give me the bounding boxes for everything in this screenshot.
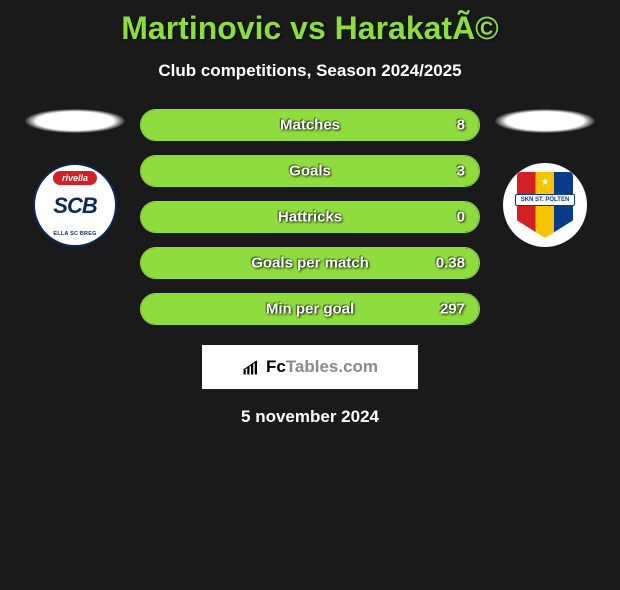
page-subtitle: Club competitions, Season 2024/2025 <box>0 61 620 81</box>
stat-label: Goals <box>289 163 331 180</box>
stat-bar: Goals03 <box>140 155 480 187</box>
shield-icon: ★ SKN ST. PÖLTEN <box>517 172 573 238</box>
page-title: Martinovic vs HarakatÃ© <box>0 10 620 47</box>
stat-bar: Matches08 <box>140 109 480 141</box>
player2-club-logo: ★ SKN ST. PÖLTEN <box>503 163 587 247</box>
player1-club-logo: rivella SCB ELLA SC BREG <box>33 163 117 247</box>
stat-label: Goals per match <box>251 255 369 272</box>
logo-sub: ELLA SC BREG <box>35 231 115 237</box>
stat-value-player2: 8 <box>457 117 465 134</box>
stat-bar: Hattricks00 <box>140 201 480 233</box>
stat-value-player2: 3 <box>457 163 465 180</box>
player1-spotlight <box>25 109 125 133</box>
stat-value-player2: 0 <box>457 209 465 226</box>
stat-label: Matches <box>280 117 340 134</box>
comparison-area: rivella SCB ELLA SC BREG Matches08Goals0… <box>0 109 620 325</box>
logo-main: SCB <box>35 193 115 219</box>
stat-bar: Min per goal0297 <box>140 293 480 325</box>
player2-spotlight <box>495 109 595 133</box>
signal-bars-icon <box>242 358 260 376</box>
stats-column: Matches08Goals03Hattricks00Goals per mat… <box>140 109 480 325</box>
stat-value-player2: 297 <box>440 301 465 318</box>
stat-bar: Goals per match00.38 <box>140 247 480 279</box>
brand-box[interactable]: FcTables.com <box>202 345 418 389</box>
date: 5 november 2024 <box>0 407 620 427</box>
stat-label: Hattricks <box>278 209 342 226</box>
player1-column: rivella SCB ELLA SC BREG <box>25 109 125 247</box>
stat-value-player2: 0.38 <box>436 255 465 272</box>
brand-text: FcTables.com <box>266 357 378 377</box>
stat-label: Min per goal <box>266 301 354 318</box>
shield-banner: SKN ST. PÖLTEN <box>515 194 575 206</box>
player2-column: ★ SKN ST. PÖLTEN <box>495 109 595 247</box>
logo-band: rivella <box>53 171 97 185</box>
